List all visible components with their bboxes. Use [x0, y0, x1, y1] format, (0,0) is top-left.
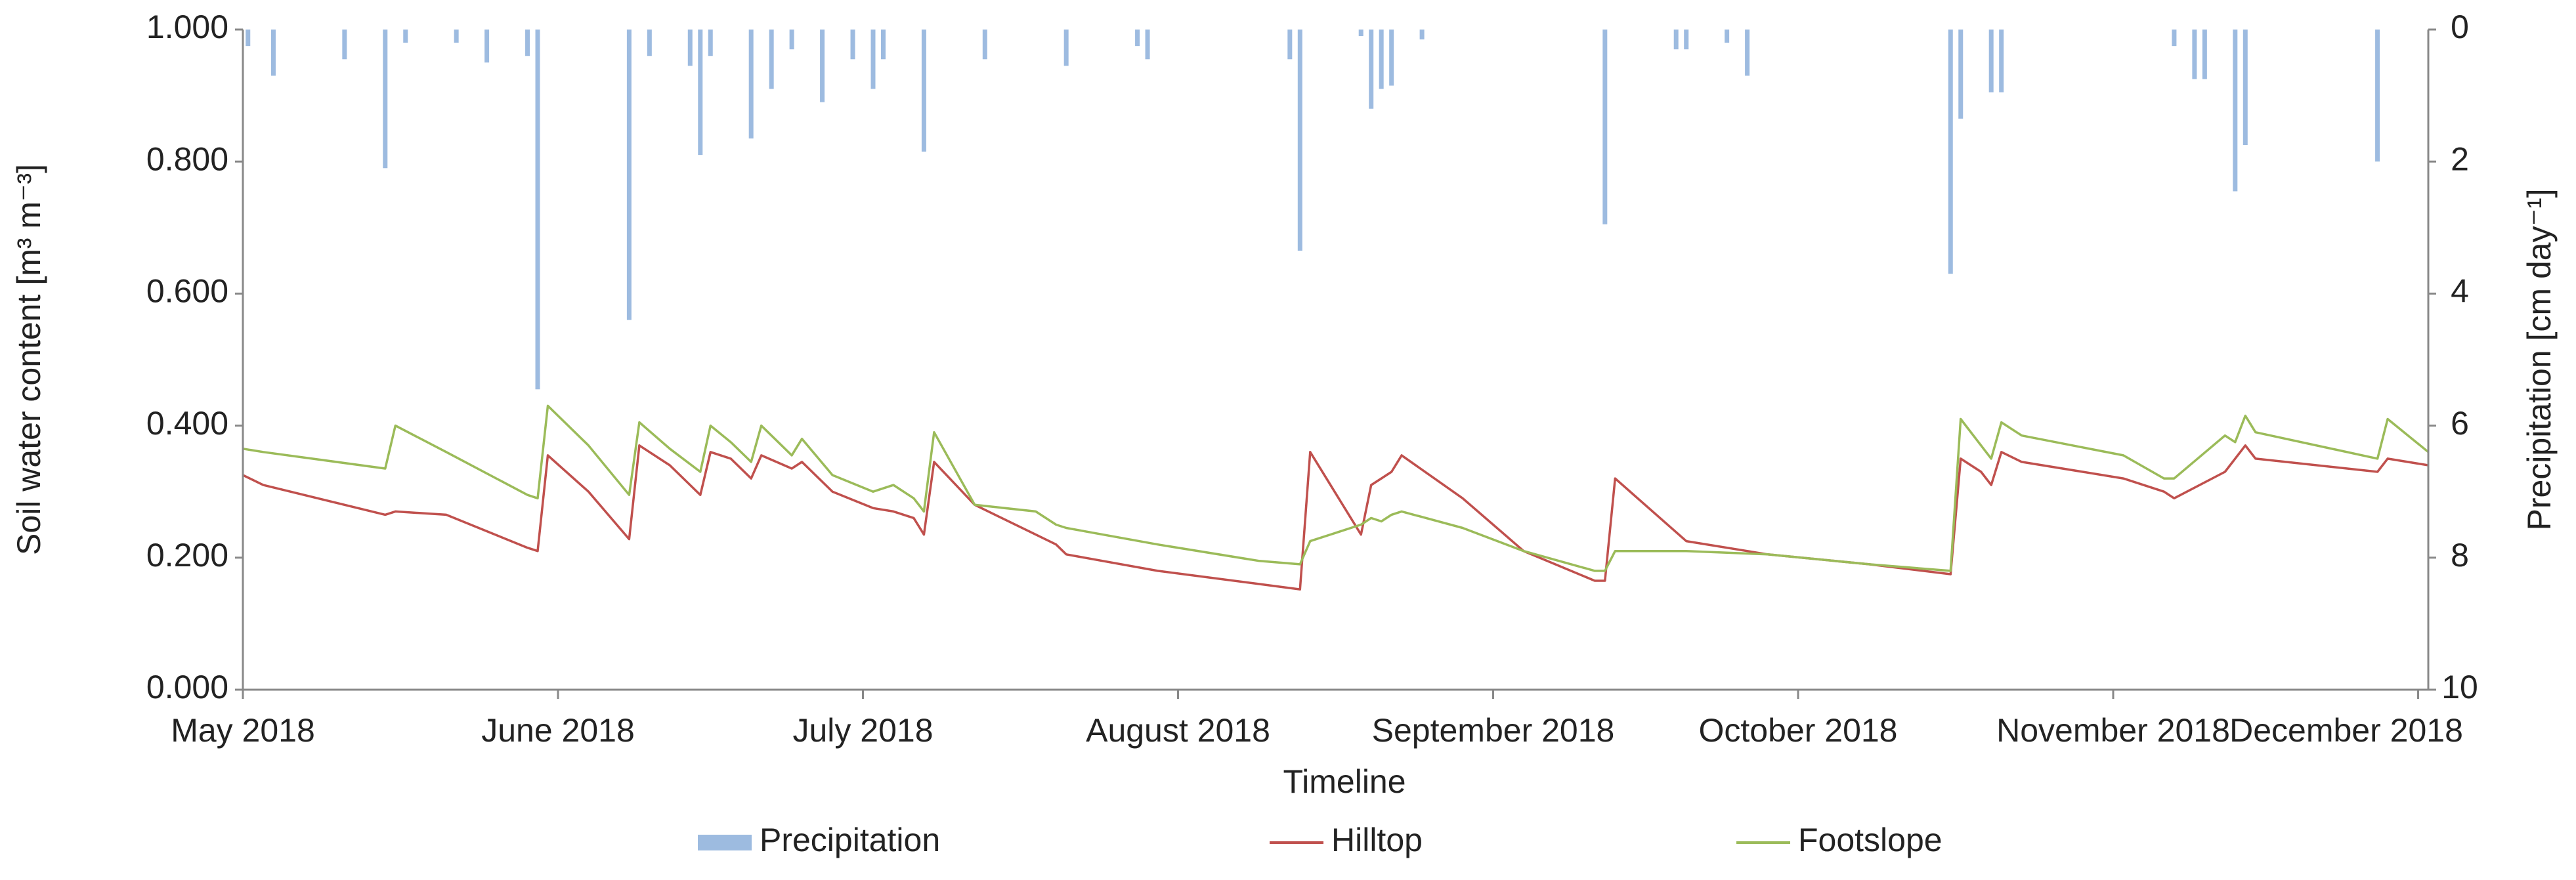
precip-bar — [1988, 30, 1994, 93]
precip-bar — [820, 30, 825, 102]
precip-bar — [1684, 30, 1689, 50]
precip-bar — [789, 30, 794, 50]
precip-bar — [1297, 30, 1302, 251]
precip-bar — [982, 30, 987, 60]
precip-bar — [403, 30, 408, 43]
precip-bar — [708, 30, 713, 56]
y-tick-label: 0.200 — [146, 537, 228, 574]
precip-bar — [870, 30, 876, 89]
series-line — [242, 444, 2429, 591]
x-tick-label: July 2018 — [792, 712, 933, 749]
precip-bar — [1358, 30, 1363, 37]
y2-tick-label: 6 — [2451, 405, 2469, 442]
precip-bar — [647, 30, 652, 56]
x-tick-label: November 2018 — [1996, 712, 2230, 749]
precip-bar — [383, 30, 388, 169]
precip-bar — [1725, 30, 1730, 43]
y2-tick-label: 10 — [2441, 669, 2478, 705]
precip-bar — [2192, 30, 2197, 79]
precip-bar — [1948, 30, 1953, 274]
precip-bar — [2233, 30, 2238, 192]
precip-bar — [769, 30, 774, 89]
y-tick-label: 1.000 — [146, 9, 228, 45]
legend-label: Footslope — [1798, 822, 1943, 858]
y-tick-label: 0.000 — [146, 669, 228, 705]
x-tick-label: May 2018 — [171, 712, 315, 749]
precip-bar — [535, 30, 540, 390]
precip-bar — [1673, 30, 1679, 50]
x-tick-label: June 2018 — [481, 712, 635, 749]
y2-axis-title: Precipitation [cm day⁻¹] — [2521, 188, 2558, 530]
precip-bar — [246, 30, 251, 47]
legend-label: Precipitation — [760, 822, 940, 858]
precip-bar — [2172, 30, 2177, 47]
precip-bar — [1135, 30, 1140, 47]
legend-swatch — [698, 835, 752, 850]
y2-tick-label: 2 — [2451, 140, 2469, 177]
x-tick-label: September 2018 — [1372, 712, 1615, 749]
precip-bar — [1145, 30, 1150, 60]
x-tick-label: October 2018 — [1699, 712, 1898, 749]
y2-tick-label: 4 — [2451, 273, 2469, 310]
y-axis-title: Soil water content [m³ m⁻³] — [11, 164, 47, 555]
precip-bar — [698, 30, 703, 156]
precip-bar — [270, 30, 276, 76]
y2-tick-label: 0 — [2451, 9, 2469, 45]
precip-bar — [2202, 30, 2207, 79]
precip-bar — [454, 30, 459, 43]
y-tick-label: 0.800 — [146, 140, 228, 177]
precip-bar — [484, 30, 490, 63]
x-tick-label: December 2018 — [2229, 712, 2463, 749]
x-tick-label: August 2018 — [1086, 712, 1270, 749]
precip-bar — [748, 30, 754, 138]
precip-bar — [1389, 30, 1394, 86]
precip-bar — [1958, 30, 1964, 119]
precip-bar — [626, 30, 632, 320]
precip-bar — [342, 30, 347, 60]
legend-label: Hilltop — [1331, 822, 1423, 858]
precip-bar — [1602, 30, 1608, 224]
precip-bar — [850, 30, 855, 60]
series-line — [242, 404, 2430, 572]
precip-bar — [1999, 30, 2004, 93]
y-tick-label: 0.400 — [146, 405, 228, 442]
precip-bar — [2375, 30, 2380, 162]
precip-bar — [1369, 30, 1374, 109]
precip-bar — [1063, 30, 1069, 66]
precip-bar — [921, 30, 926, 152]
precip-bar — [880, 30, 886, 60]
precip-bar — [687, 30, 693, 66]
precip-bar — [1419, 30, 1425, 40]
precip-bar — [2243, 30, 2248, 146]
precip-bar — [1745, 30, 1750, 76]
precip-bar — [525, 30, 530, 56]
y-tick-label: 0.600 — [146, 273, 228, 310]
precip-bar — [1379, 30, 1384, 89]
precip-bar — [1287, 30, 1293, 60]
x-axis-title: Timeline — [1283, 763, 1406, 800]
y2-tick-label: 8 — [2451, 537, 2469, 574]
